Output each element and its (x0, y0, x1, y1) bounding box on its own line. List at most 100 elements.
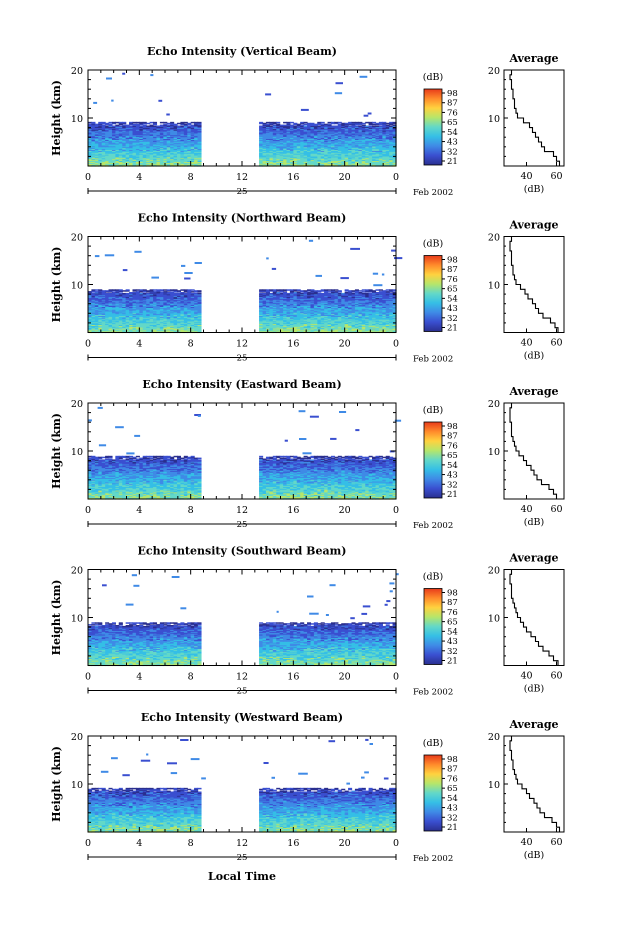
heatmap-cell (361, 136, 366, 139)
heatmap-cell (382, 157, 387, 160)
heatmap-cell (105, 146, 110, 149)
heatmap-cell (135, 143, 140, 145)
heatmap-cell (88, 131, 93, 133)
heatmap-cell (122, 143, 127, 146)
heatmap-cell (293, 141, 298, 143)
heatmap-cell (101, 138, 106, 140)
heatmap-cell (341, 153, 346, 155)
heatmap-cell (187, 153, 192, 155)
heatmap-cell (327, 149, 332, 151)
heatmap-cell (153, 140, 158, 142)
heatmap-cell (173, 145, 178, 148)
heatmap-cell (289, 137, 294, 139)
heatmap-cell (358, 131, 363, 134)
heatmap-cell (313, 163, 318, 165)
heatmap-cell (272, 161, 277, 163)
heatmap-cell (125, 140, 130, 142)
heatmap-cell (296, 145, 301, 148)
heatmap-cell (173, 155, 178, 158)
heatmap-cell (365, 148, 370, 151)
heatmap-cell (283, 138, 288, 140)
heatmap-cell (163, 140, 168, 142)
heatmap-cell (259, 140, 264, 142)
heatmap-cell (146, 157, 151, 160)
heatmap-cell (101, 144, 106, 147)
heatmap-cell (153, 125, 158, 128)
heatmap-cell (327, 159, 332, 162)
heatmap-cell (139, 135, 144, 138)
heatmap-cell (300, 134, 305, 137)
heatmap-cell (389, 137, 394, 139)
heatmap-cell (153, 163, 158, 165)
heatmap-cell (262, 143, 267, 145)
heatmap-cell (156, 136, 161, 139)
heatmap-cell (300, 161, 305, 163)
heatmap-cell (94, 141, 99, 143)
heatmap-cell (108, 135, 113, 138)
heatmap-cell (307, 152, 312, 154)
heatmap-cell (351, 141, 356, 143)
heatmap-cell (149, 157, 154, 160)
heatmap-cell (101, 159, 106, 162)
heatmap-cell (334, 153, 339, 155)
heatmap-cell (262, 122, 267, 125)
heatmap-cell (159, 161, 164, 163)
heatmap-cell (279, 136, 284, 139)
heatmap-cell (94, 153, 99, 155)
heatmap-cell (176, 158, 181, 161)
heatmap-cell (163, 158, 168, 161)
heatmap-cell (183, 163, 188, 165)
heatmap-cell (132, 164, 137, 166)
heatmap-cell (194, 163, 199, 165)
heatmap-cell (327, 153, 332, 155)
heatmap-cell (317, 156, 322, 159)
heatmap-cell (101, 121, 106, 124)
heatmap-cell (389, 132, 394, 135)
heatmap-cell (98, 158, 103, 161)
heatmap-cell (276, 140, 281, 142)
heatmap-cell (279, 134, 284, 137)
heatmap-cell (149, 161, 154, 163)
heatmap-cell (296, 135, 301, 138)
heatmap-cell (101, 157, 106, 160)
heatmap-cell (283, 154, 288, 156)
heatmap-cell (272, 153, 277, 155)
heatmap-cell (129, 141, 134, 143)
heatmap-cell (142, 150, 147, 152)
heatmap-cell (303, 163, 308, 165)
heatmap-cell (180, 140, 185, 142)
heatmap-cell (365, 153, 370, 155)
heatmap-cell (283, 158, 288, 161)
heatmap-cell (265, 149, 270, 151)
heatmap-cell (320, 150, 325, 152)
heatmap-cell (272, 140, 277, 142)
heatmap-cell (279, 135, 284, 138)
heatmap-cell (358, 143, 363, 145)
heatmap-cell (163, 147, 168, 150)
heatmap-cell (337, 133, 342, 136)
heatmap-cell (146, 148, 151, 151)
heatmap-cell (135, 145, 140, 148)
heatmap-cell (372, 159, 377, 162)
heatmap-cell (320, 123, 325, 126)
heatmap-cell (190, 132, 195, 135)
heatmap-cell (317, 134, 322, 137)
heatmap-cell (279, 143, 284, 146)
heatmap-cell (118, 142, 123, 144)
heatmap-cell (176, 125, 181, 128)
heatmap-cell (183, 137, 188, 139)
heatmap-cell (389, 151, 394, 153)
heatmap-cell (351, 132, 356, 135)
heatmap-cell (142, 153, 147, 155)
heatmap-cell (259, 133, 264, 136)
heatmap-cell (385, 162, 390, 164)
heatmap-cell (361, 141, 366, 143)
heatmap-cell (307, 137, 312, 139)
heatmap-cell (173, 161, 178, 163)
heatmap-cell (382, 131, 387, 134)
heatmap-cell (310, 122, 315, 125)
heatmap-cell (88, 143, 93, 145)
heatmap-cell (272, 137, 277, 139)
heatmap-cell (197, 159, 202, 162)
heatmap-cell (310, 152, 315, 154)
